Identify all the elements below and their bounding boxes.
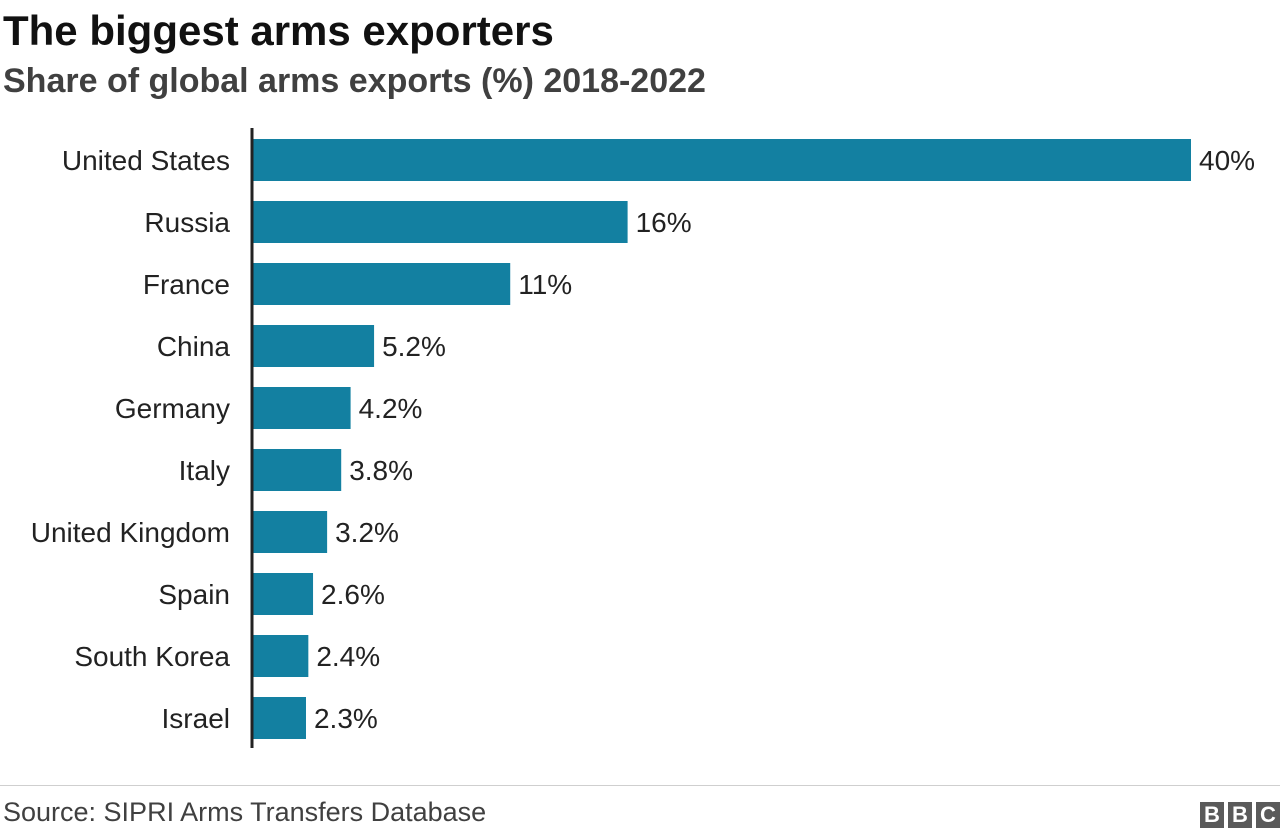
bar xyxy=(252,449,342,491)
category-label: Spain xyxy=(158,579,230,610)
value-label: 40% xyxy=(1199,145,1255,176)
category-label: United Kingdom xyxy=(31,517,230,548)
bar xyxy=(252,697,306,739)
value-label: 2.6% xyxy=(321,579,385,610)
bbc-logo-block: C xyxy=(1256,802,1280,828)
bbc-logo-block: B xyxy=(1200,802,1224,828)
category-label: Israel xyxy=(162,703,230,734)
bar xyxy=(252,387,351,429)
value-label: 16% xyxy=(636,207,692,238)
bar xyxy=(252,139,1191,181)
value-label: 11% xyxy=(518,269,572,300)
category-label: South Korea xyxy=(74,641,230,672)
value-label: 5.2% xyxy=(382,331,446,362)
bar xyxy=(252,635,309,677)
value-label: 2.3% xyxy=(314,703,378,734)
bar xyxy=(252,325,375,367)
category-label: France xyxy=(143,269,230,300)
bar xyxy=(252,201,628,243)
value-label: 3.2% xyxy=(335,517,399,548)
chart-subtitle: Share of global arms exports (%) 2018-20… xyxy=(3,62,706,100)
footer-divider xyxy=(0,785,1280,786)
bar xyxy=(252,511,328,553)
value-label: 3.8% xyxy=(349,455,413,486)
bbc-logo: B B C xyxy=(1200,802,1280,828)
category-label: Italy xyxy=(179,455,230,486)
source-note: Source: SIPRI Arms Transfers Database xyxy=(3,797,487,827)
bbc-logo-block: B xyxy=(1228,802,1252,828)
category-label: China xyxy=(157,331,231,362)
chart-title: The biggest arms exporters xyxy=(3,7,554,54)
category-label: Germany xyxy=(115,393,230,424)
value-label: 2.4% xyxy=(316,641,380,672)
category-label: United States xyxy=(62,145,230,176)
bar-chart: United States 40% Russia 16% France 11% China 5… xyxy=(31,128,1255,748)
bar xyxy=(252,263,511,305)
bar xyxy=(252,573,314,615)
category-label: Russia xyxy=(144,207,230,238)
value-label: 4.2% xyxy=(359,393,423,424)
